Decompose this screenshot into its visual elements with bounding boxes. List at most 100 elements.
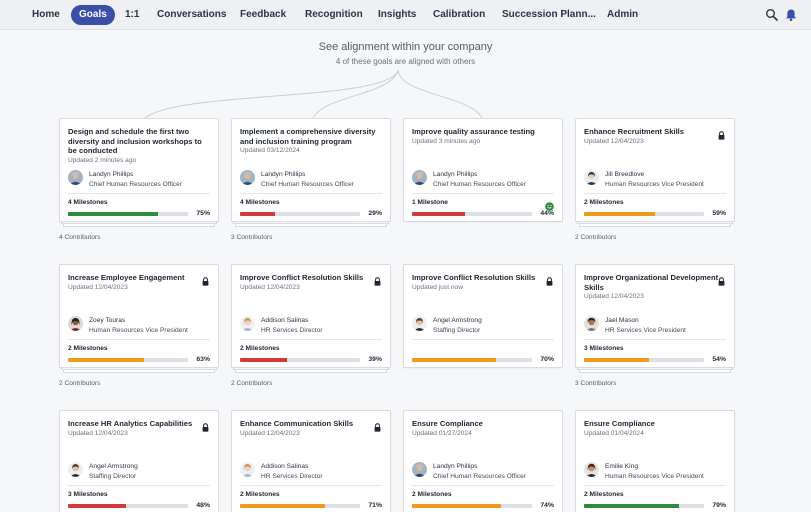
goal-title[interactable]: Improve Organizational Development Skill…	[584, 273, 719, 292]
progress-percent: 70%	[540, 356, 554, 363]
nav-feedback[interactable]: Feedback	[240, 9, 287, 20]
contributors-count[interactable]: 2 Contributors	[231, 380, 273, 387]
milestones-count[interactable]: 4 Milestones	[240, 199, 280, 206]
milestones-count[interactable]: 1 Milestone	[412, 199, 448, 206]
goal-card-wrapper: Improve Conflict Resolution Skills Update…	[231, 264, 393, 387]
goal-title[interactable]: Improve quality assurance testing	[412, 127, 535, 136]
goal-card-wrapper: Ensure Compliance Updated 01/27/2024 Landy…	[403, 410, 565, 512]
nav-insights[interactable]: Insights	[378, 9, 417, 20]
goal-title[interactable]: Design and schedule the first two divers…	[68, 127, 202, 155]
goal-title[interactable]: Enhance Communication Skills	[240, 419, 354, 428]
goal-card[interactable]: Design and schedule the first two divers…	[59, 118, 219, 222]
goal-updated-time: Updated 12/04/2023	[240, 283, 300, 291]
goal-card[interactable]: Ensure Compliance Updated 01/04/2024 Emili…	[575, 410, 735, 512]
lock-icon	[202, 273, 209, 286]
progress-percent: 71%	[368, 502, 382, 509]
nav-admin[interactable]: Admin	[607, 9, 639, 20]
goal-updated-time: Updated 12/04/2023	[68, 283, 128, 291]
owner-name: Angel Armstrong	[433, 317, 482, 324]
nav-home[interactable]: Home	[32, 9, 60, 20]
nav-calibration[interactable]: Calibration	[433, 9, 486, 20]
card-stack-shadow	[61, 221, 217, 224]
goal-card[interactable]: Enhance Recruitment Skills Updated 12/04/…	[575, 118, 735, 222]
nav-recognition[interactable]: Recognition	[305, 9, 363, 20]
card-stack-shadow	[61, 367, 217, 370]
goal-card[interactable]: Improve quality assurance testing Updated…	[403, 118, 563, 222]
goal-title[interactable]: Increase Employee Engagement	[68, 273, 185, 282]
contributors-count[interactable]: 4 Contributors	[59, 234, 101, 241]
milestones-count[interactable]: 2 Milestones	[240, 491, 280, 498]
progress-bar	[412, 212, 532, 216]
owner-name: Angel Armstrong	[89, 463, 138, 470]
owner-avatar	[412, 462, 427, 477]
goal-card[interactable]: Improve Conflict Resolution Skills Update…	[403, 264, 563, 368]
card-divider	[68, 485, 210, 486]
owner-role: HR Services Vice President	[605, 327, 686, 334]
progress-percent: 54%	[712, 356, 726, 363]
owner-role: Chief Human Resources Officer	[433, 181, 526, 188]
card-stack-shadow	[63, 224, 215, 227]
contributors-count[interactable]: 3 Contributors	[575, 380, 617, 387]
goal-card-wrapper: Increase Employee Engagement Updated 12/0…	[59, 264, 221, 387]
goal-title[interactable]: Enhance Recruitment Skills	[584, 127, 685, 136]
milestones-count[interactable]: 2 Milestones	[412, 491, 452, 498]
goal-title[interactable]: Improve Conflict Resolution Skills	[412, 273, 536, 282]
goal-title[interactable]: Ensure Compliance	[412, 419, 483, 428]
alignment-subtitle: 4 of these goals are aligned with others	[335, 57, 476, 66]
owner-avatar	[412, 316, 427, 331]
goal-card[interactable]: Increase HR Analytics Capabilities Update…	[59, 410, 219, 512]
milestones-count[interactable]: 2 Milestones	[240, 345, 280, 352]
progress-percent: 39%	[368, 356, 382, 363]
lock-icon	[546, 273, 553, 286]
goal-updated-time: Updated 01/27/2024	[412, 429, 472, 437]
milestones-count[interactable]: 4 Milestones	[68, 199, 108, 206]
goal-title[interactable]: Implement a comprehensive diversity and …	[240, 127, 376, 146]
goal-title[interactable]: Ensure Compliance	[584, 419, 655, 428]
card-stack-shadow	[579, 370, 731, 373]
contributors-count[interactable]: 3 Contributors	[231, 234, 273, 241]
nav-one-on-one[interactable]: 1:1	[125, 9, 140, 20]
card-stack-shadow	[235, 370, 387, 373]
milestones-count[interactable]: 2 Milestones	[584, 199, 624, 206]
goal-card[interactable]: Improve Conflict Resolution Skills Update…	[231, 264, 391, 368]
status-smiley-icon	[545, 198, 554, 211]
goal-updated-time: Updated just now	[412, 283, 463, 291]
progress-bar	[584, 504, 704, 508]
milestones-count[interactable]: 2 Milestones	[68, 345, 108, 352]
contributors-count[interactable]: 2 Contributors	[59, 380, 101, 387]
goal-card[interactable]: Improve Organizational Development Skill…	[575, 264, 735, 368]
goal-card[interactable]: Implement a comprehensive diversity and …	[231, 118, 391, 222]
goal-card-wrapper: Increase HR Analytics Capabilities Update…	[59, 410, 221, 512]
owner-avatar	[584, 316, 599, 331]
owner-name: Landyn Phillips	[433, 463, 478, 470]
goal-card-wrapper: Enhance Communication Skills Updated 12/0…	[231, 410, 393, 512]
milestones-count[interactable]: 3 Milestones	[584, 345, 624, 352]
goal-card[interactable]: Ensure Compliance Updated 01/27/2024 Landy…	[403, 410, 563, 512]
goal-card[interactable]: Increase Employee Engagement Updated 12/0…	[59, 264, 219, 368]
goal-card-wrapper: Improve quality assurance testing Updated…	[403, 118, 565, 222]
nav-goals[interactable]: Goals	[71, 5, 115, 25]
goal-updated-time: Updated 12/04/2023	[584, 137, 644, 145]
progress-bar-fill	[412, 504, 501, 508]
progress-percent: 74%	[540, 502, 554, 509]
progress-percent: 48%	[196, 502, 210, 509]
goal-title[interactable]: Improve Conflict Resolution Skills	[240, 273, 364, 282]
card-stack-shadow	[235, 224, 387, 227]
card-divider	[412, 193, 554, 194]
milestones-count[interactable]: 3 Milestones	[68, 491, 108, 498]
progress-bar	[412, 358, 532, 362]
card-divider	[68, 193, 210, 194]
owner-name: Emilie King	[605, 463, 638, 470]
nav-conversations[interactable]: Conversations	[157, 9, 227, 20]
nav-succession-planning[interactable]: Succession Plann...	[502, 9, 596, 20]
top-nav: Home Goals 1:1 Conversations Feedback Recogni…	[0, 0, 811, 30]
bell-icon[interactable]	[784, 8, 798, 22]
lock-icon	[202, 419, 209, 432]
goal-card[interactable]: Enhance Communication Skills Updated 12/0…	[231, 410, 391, 512]
milestones-count[interactable]: 2 Milestones	[584, 491, 624, 498]
owner-name: Landyn Phillips	[89, 171, 134, 178]
goal-title[interactable]: Increase HR Analytics Capabilities	[68, 419, 193, 428]
card-stack-shadow	[233, 367, 389, 370]
contributors-count[interactable]: 2 Contributors	[575, 234, 617, 241]
search-icon[interactable]	[765, 8, 779, 22]
